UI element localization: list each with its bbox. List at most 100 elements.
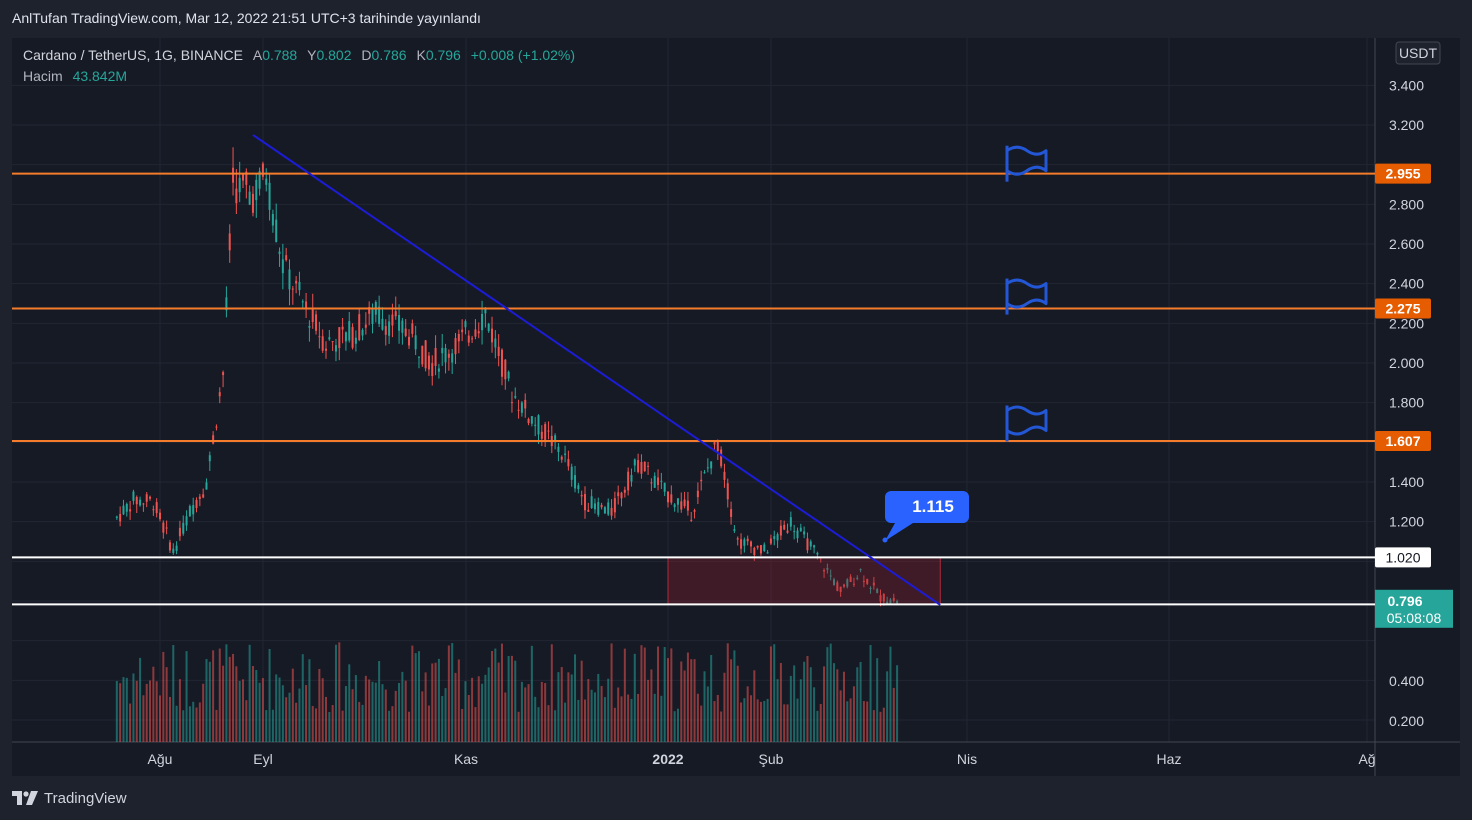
candle-body <box>560 456 563 460</box>
candle-body <box>886 601 889 604</box>
volume-bar <box>500 643 503 742</box>
volume-bar <box>398 683 401 742</box>
candle-body <box>334 345 337 352</box>
level-label: 1.607 <box>1385 433 1420 449</box>
candle-body <box>178 527 181 537</box>
candle-body <box>258 171 261 189</box>
candle-body <box>454 338 457 355</box>
volume-bar <box>208 661 211 742</box>
volume-bar <box>600 685 603 742</box>
candle-body <box>371 307 374 324</box>
volume-bar <box>779 663 782 742</box>
volume-bar <box>680 661 683 742</box>
candle-body <box>540 431 543 439</box>
volume-bar <box>122 677 125 742</box>
volume-bar <box>896 665 899 742</box>
volume-bar <box>474 707 477 742</box>
volume-bar <box>301 654 304 742</box>
time-tick-label: Ağu <box>148 751 173 767</box>
level-label-box <box>1375 163 1431 184</box>
candle-body <box>590 496 593 509</box>
candle-body <box>139 499 142 506</box>
candle-body <box>613 498 616 513</box>
candle-body <box>852 583 855 585</box>
volume-bar <box>454 672 457 742</box>
volume-bar <box>577 699 580 742</box>
volume-bar <box>520 681 523 742</box>
candle-body <box>726 483 729 500</box>
volume-bar <box>168 696 171 742</box>
volume-bar <box>424 672 427 742</box>
volume-bar <box>447 645 450 742</box>
volume-bar <box>819 703 822 742</box>
volume-bar <box>139 657 142 742</box>
volume-bar <box>713 701 716 742</box>
volume-bar <box>305 685 308 742</box>
candle-body <box>175 545 178 551</box>
volume-bar <box>285 697 288 742</box>
candle-body <box>773 536 776 539</box>
volume-bar <box>467 695 470 742</box>
low-value: 0.786 <box>371 47 407 63</box>
callout-anchor <box>882 537 888 543</box>
volume-bar <box>597 673 600 742</box>
candle-body <box>331 341 334 343</box>
volume-bar <box>152 666 155 742</box>
candle-body <box>896 601 899 604</box>
tradingview-brand[interactable]: TradingView <box>44 789 127 807</box>
candle-body <box>208 455 211 462</box>
volume-label[interactable]: Hacim <box>23 68 63 84</box>
candle-body <box>185 516 188 526</box>
volume-bar <box>195 707 198 742</box>
volume-bar <box>886 671 889 742</box>
volume-bar <box>667 658 669 742</box>
volume-bar <box>537 707 540 742</box>
candle-body <box>481 313 484 331</box>
candle-body <box>603 507 606 514</box>
volume-bar <box>816 710 819 742</box>
candle-body <box>554 435 557 441</box>
volume-bar <box>178 679 181 742</box>
volume-bar <box>700 705 703 742</box>
candle-body <box>474 329 477 337</box>
candle-body <box>507 371 510 379</box>
candle-body <box>447 353 450 358</box>
candle-body <box>159 512 161 520</box>
volume-bar <box>842 671 845 742</box>
volume-bar <box>242 679 245 742</box>
candle-body <box>580 494 583 497</box>
candle-body <box>358 314 361 341</box>
candle-body <box>394 311 397 317</box>
volume-bar <box>892 687 895 742</box>
volume-bar <box>215 709 218 742</box>
volume-bar <box>653 693 656 742</box>
high-value: 0.802 <box>316 47 352 63</box>
volume-bar <box>789 675 792 742</box>
candle-body <box>703 472 706 474</box>
volume-bar <box>836 669 839 742</box>
candle-body <box>657 477 660 485</box>
volume-bar <box>627 694 630 742</box>
volume-bar <box>175 705 178 742</box>
candle-body <box>806 538 809 551</box>
candle-body <box>627 471 630 491</box>
volume-bar <box>869 645 872 742</box>
change-value: +0.008 (+1.02%) <box>470 47 576 63</box>
volume-bar <box>630 698 633 742</box>
candle-body <box>417 356 420 358</box>
volume-bar <box>291 668 294 742</box>
volume-bar <box>759 701 762 742</box>
volume-bar <box>852 686 855 742</box>
volume-bar <box>311 705 314 742</box>
volume-bar <box>172 645 175 742</box>
candle-body <box>557 446 560 452</box>
candle-body <box>683 499 686 507</box>
symbol-label[interactable]: Cardano / TetherUS, 1G, BINANCE <box>23 47 243 63</box>
candle-body <box>816 552 819 555</box>
volume-bar <box>427 705 430 742</box>
volume-bar <box>673 711 676 742</box>
open-label: A <box>252 47 263 63</box>
candle-body <box>437 368 440 372</box>
chart-pane[interactable] <box>12 38 1460 776</box>
